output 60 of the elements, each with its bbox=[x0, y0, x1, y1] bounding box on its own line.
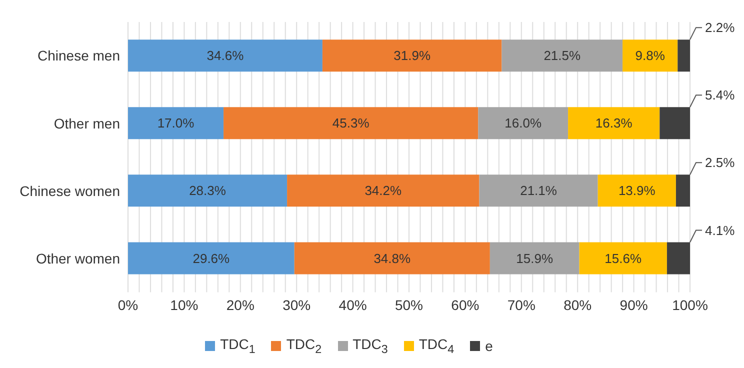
bar bbox=[128, 107, 224, 140]
data-label: 17.0% bbox=[157, 116, 195, 131]
legend-label: TDC$_{4}$ bbox=[418, 336, 454, 356]
data-label: 21.5% bbox=[544, 48, 582, 64]
data-label: 16.0% bbox=[504, 116, 542, 131]
data-label: 45.3% bbox=[332, 116, 370, 131]
data-label: 34.2% bbox=[364, 183, 402, 198]
bar bbox=[128, 40, 322, 72]
data-label: 15.9% bbox=[516, 250, 554, 266]
data-label: 9.8% bbox=[635, 48, 666, 64]
bar bbox=[294, 242, 490, 274]
bar bbox=[128, 242, 294, 274]
data-label: 13.9% bbox=[618, 183, 656, 198]
x-tick-label: 20% bbox=[226, 297, 254, 314]
x-tick-label: 0% bbox=[118, 297, 138, 314]
x-tick-label: 80% bbox=[564, 297, 592, 314]
data-label: 31.9% bbox=[394, 48, 431, 64]
bar bbox=[660, 107, 690, 140]
bar bbox=[598, 174, 676, 207]
data-label: 4.1% bbox=[705, 222, 736, 238]
y-tick-label: Other women bbox=[36, 250, 120, 266]
bar bbox=[622, 40, 678, 72]
bar bbox=[478, 107, 568, 140]
y-tick-label: Chinese women bbox=[20, 182, 120, 199]
x-tick-label: 30% bbox=[282, 297, 311, 314]
y-tick-label: Other men bbox=[54, 115, 120, 132]
x-tick-label: 70% bbox=[507, 297, 536, 314]
bar bbox=[490, 242, 580, 274]
y-tick-label: Chinese men bbox=[38, 48, 120, 64]
data-label: 2.5% bbox=[705, 155, 736, 170]
bar bbox=[666, 242, 690, 274]
data-label: 34.6% bbox=[206, 48, 244, 64]
x-tick-label: 100% bbox=[672, 297, 708, 314]
data-label: 2.2% bbox=[705, 20, 736, 36]
data-label: 29.6% bbox=[192, 250, 230, 266]
x-tick-label: 90% bbox=[620, 297, 648, 314]
data-label: 15.6% bbox=[604, 250, 642, 266]
bar bbox=[479, 174, 598, 207]
data-label: 21.1% bbox=[520, 183, 558, 198]
x-tick-label: 50% bbox=[394, 297, 424, 314]
bar bbox=[579, 242, 667, 274]
data-label: 5.4% bbox=[705, 88, 736, 103]
legend-label: e bbox=[485, 338, 493, 354]
x-tick-label: 10% bbox=[170, 297, 198, 314]
legend-label: TDC$_{2}$ bbox=[286, 336, 322, 356]
data-label: 28.3% bbox=[189, 183, 226, 198]
bar bbox=[128, 174, 288, 207]
data-label: 16.3% bbox=[595, 116, 633, 131]
bar bbox=[676, 174, 690, 207]
bar bbox=[568, 107, 660, 140]
bar bbox=[224, 107, 478, 140]
x-tick-label: 40% bbox=[338, 297, 367, 314]
legend-label: TDC$_{1}$ bbox=[220, 336, 256, 356]
x-tick-label: 60% bbox=[451, 297, 480, 314]
legend-label: TDC$_{3}$ bbox=[352, 336, 388, 356]
bar bbox=[322, 40, 502, 72]
bar bbox=[678, 40, 690, 72]
data-label: 34.8% bbox=[374, 250, 412, 266]
bar bbox=[502, 40, 623, 72]
bar bbox=[287, 174, 480, 207]
